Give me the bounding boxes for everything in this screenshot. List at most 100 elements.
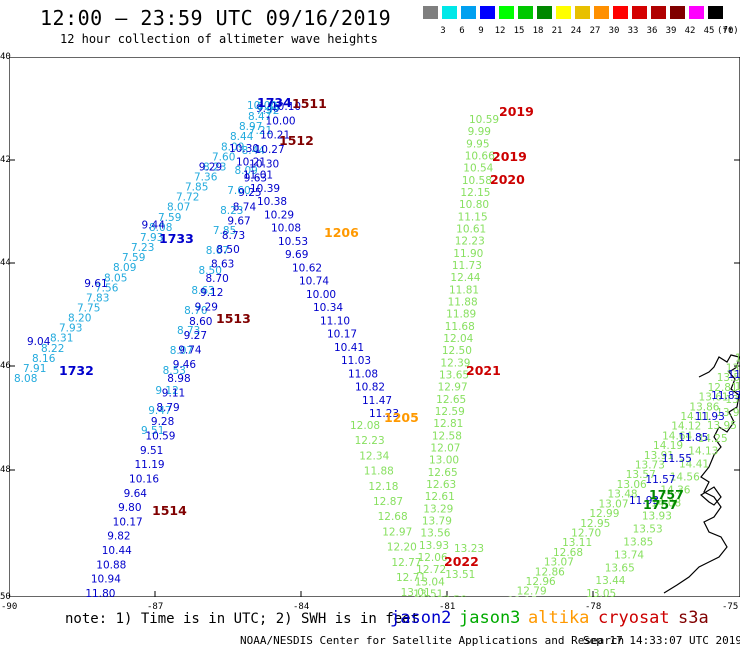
wave-height-value: 14.25 xyxy=(698,433,728,445)
wave-height-value: 13.23 xyxy=(454,543,484,555)
legend-cryosat: cryosat xyxy=(598,608,670,628)
wave-height-value: 14.08 xyxy=(651,498,681,510)
wave-height-value: 13.73 xyxy=(635,460,665,472)
scale-swatch xyxy=(423,6,439,19)
wave-height-value: 12.77 xyxy=(391,557,421,569)
wave-height-value: 12.50 xyxy=(442,345,472,357)
coastline xyxy=(663,354,740,594)
page-subtitle: 12 hour collection of altimeter wave hei… xyxy=(60,32,378,46)
wave-height-value: 10.00 xyxy=(306,289,336,301)
wave-height-value: 8.23 xyxy=(203,161,226,173)
wave-height-value: 13.74 xyxy=(614,549,644,561)
wave-height-value: 13.93 xyxy=(642,510,672,522)
wave-height-value: 8.08 xyxy=(149,222,172,234)
wave-height-value: 14.13 xyxy=(688,446,718,458)
wave-height-value: 13.06 xyxy=(617,479,647,491)
wave-height-value: 12.06 xyxy=(418,552,448,564)
scale-swatch xyxy=(499,6,515,19)
wave-height-value: 8.31 xyxy=(50,333,73,345)
wave-height-value: 11.93 xyxy=(629,495,659,507)
scale-label: 42 xyxy=(684,26,696,36)
wave-height-value: 9.11 xyxy=(162,387,185,399)
wave-height-value: 8.07 xyxy=(170,345,193,357)
wave-height-value: 13.75 xyxy=(735,353,740,365)
wave-height-value: 9.47 xyxy=(148,405,171,417)
wave-height-value: 10.10 xyxy=(271,101,301,113)
wave-height-value: 8.07 xyxy=(206,245,229,257)
wave-height-value: 13.56 xyxy=(420,528,450,540)
lon-tick-label: -84 xyxy=(293,602,310,612)
wave-height-value: 10.17 xyxy=(327,329,357,341)
wave-height-value: 11.90 xyxy=(453,248,483,260)
wave-height-value: 13.15 xyxy=(507,595,537,597)
wave-height-value: 8.70 xyxy=(205,273,228,285)
lon-tick-label: -81 xyxy=(439,602,456,612)
wave-height-value: 7.85 xyxy=(213,225,236,237)
wave-height-value: 10.34 xyxy=(313,302,343,314)
wave-height-value: 9.61 xyxy=(84,278,107,290)
scale-label: 70 xyxy=(722,26,734,36)
wave-height-value: 13.04 xyxy=(415,576,445,588)
wave-height-value: 9.95 xyxy=(466,138,489,150)
wave-height-value: 8.79 xyxy=(156,402,179,414)
wave-height-value: 13.85 xyxy=(623,536,653,548)
wave-height-value: 12.95 xyxy=(580,518,610,530)
wave-height-value: 7.36 xyxy=(194,172,218,184)
scale-label: 33 xyxy=(627,26,639,36)
scale-swatch xyxy=(689,6,705,19)
wave-height-value: 9.51 xyxy=(140,445,163,457)
wave-height-value: 10.29 xyxy=(264,209,294,221)
wave-height-value: 7.93 xyxy=(59,323,82,335)
lon-tick-label: -75 xyxy=(722,602,739,612)
wave-height-value: 10.80 xyxy=(459,199,489,211)
wave-height-value: 9.27 xyxy=(184,330,207,342)
scale-swatch xyxy=(537,6,553,19)
legend-altika: altika xyxy=(528,608,590,628)
scale-swatch xyxy=(613,6,629,19)
wave-height-value: 12.81 xyxy=(433,418,463,430)
track-time-label: 2019 xyxy=(499,104,534,119)
wave-height-value: 12.68 xyxy=(553,547,583,559)
wave-height-value: 13.72 xyxy=(726,362,740,374)
wave-height-value: 8.20 xyxy=(68,313,91,325)
wave-height-value: 7.60 xyxy=(227,185,250,197)
wave-height-value: 10.59 xyxy=(145,430,175,442)
lat-tick-label: 42 xyxy=(0,155,11,165)
wave-height-value: 11.85 xyxy=(678,432,708,444)
wave-height-value: 11.15 xyxy=(458,211,488,223)
wave-height-value: 10.58 xyxy=(462,175,492,187)
wave-height-value: 11.38 xyxy=(728,369,740,381)
wave-height-value: 12.87 xyxy=(373,496,403,508)
wave-height-value: 8.97 xyxy=(239,121,262,133)
wave-height-value: 14.12 xyxy=(671,421,701,433)
wave-height-value: 8.09 xyxy=(234,165,257,177)
plot-frame xyxy=(9,57,740,597)
wave-height-value: 13.11 xyxy=(562,537,592,549)
wave-height-value: 7.83 xyxy=(86,292,109,304)
wave-height-value: 9.74 xyxy=(178,345,202,357)
page-title: 12:00 — 23:59 UTC 09/16/2019 xyxy=(40,6,392,30)
wave-height-value: 12.65 xyxy=(428,467,458,479)
credit-line: NOAA/NESDIS Center for Satellite Applica… xyxy=(240,634,625,647)
wave-height-value: 11.83 xyxy=(711,390,740,402)
wave-height-value: 9.29 xyxy=(199,161,222,173)
wave-height-value: 13.65 xyxy=(605,562,635,574)
track-time-label: 2022 xyxy=(444,554,479,569)
wave-height-value: 14.11 xyxy=(680,411,710,423)
wave-height-value: 8.05 xyxy=(104,272,127,284)
wave-height-value: 12.58 xyxy=(432,430,462,442)
lat-tick-label: 44 xyxy=(0,258,11,268)
track-time-label: 1757 xyxy=(649,487,684,502)
wave-height-value: 12.23 xyxy=(355,435,385,447)
track-time-label: 1514 xyxy=(152,503,187,518)
track-time-label: 1512 xyxy=(279,133,314,148)
wave-height-value: 13.44 xyxy=(595,575,625,587)
track-time-label: 1513 xyxy=(216,311,251,326)
wave-height-value: 12.71 xyxy=(396,572,426,584)
wave-height-value: 8.53 xyxy=(163,365,186,377)
wave-height-value: 9.99 xyxy=(468,126,491,138)
wave-height-value: 10.21 xyxy=(236,156,266,168)
legend-jason2: jason2 xyxy=(390,608,452,628)
wave-height-value: 13.48 xyxy=(608,489,638,501)
wave-height-value: 14.36 xyxy=(660,485,690,497)
